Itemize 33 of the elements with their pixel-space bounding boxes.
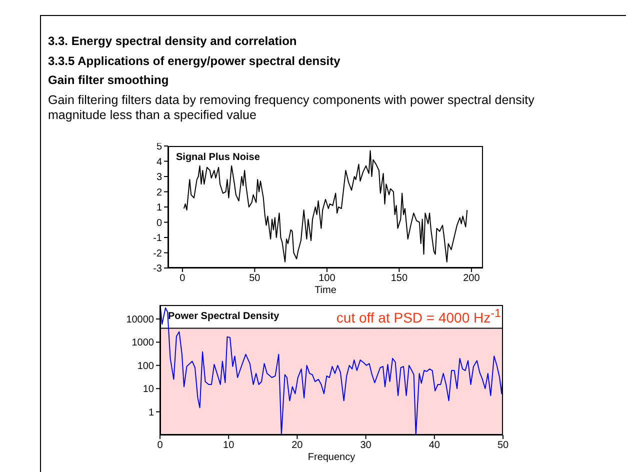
- y-tick-label: 10: [142, 384, 154, 396]
- text: Signal Plus Noise: [176, 152, 260, 163]
- x-tick-label: 10: [223, 440, 235, 452]
- x-tick-label: 50: [249, 273, 261, 284]
- x-axis-title: Time: [314, 285, 337, 296]
- text: Gain filtering filters data by removing frequency components with power spectral density magnitude less than a specified value: [48, 93, 536, 123]
- y-tick-label: 1000: [132, 338, 154, 349]
- y-tick-label: 100: [137, 360, 154, 372]
- y-tick-label: 10000: [126, 314, 154, 326]
- y-tick-label: -1: [153, 233, 162, 244]
- text: 3.3.5 Applications of energy/power spectral density: [48, 54, 340, 69]
- y-tick-label: 4: [156, 156, 162, 168]
- x-tick-label: 150: [390, 273, 408, 284]
- y-tick-label: -2: [153, 248, 162, 260]
- y-tick-label: 0: [156, 218, 162, 229]
- x-tick-label: 100: [318, 273, 336, 284]
- y-tick-label: -3: [153, 264, 162, 275]
- x-axis-title: Frequency: [308, 452, 356, 463]
- y-tick-label: 1: [156, 202, 162, 214]
- text: Power Spectral Density: [168, 311, 280, 322]
- y-tick-label: 5: [156, 142, 162, 153]
- x-tick-label: 30: [360, 440, 372, 452]
- y-tick-label: 3: [156, 172, 162, 184]
- x-tick-label: 200: [463, 273, 480, 284]
- band-label: cut off at PSD = 4000 Hz$^{-1}$: [336, 307, 501, 326]
- text: 3.3. Energy spectral density and correlation: [48, 34, 297, 49]
- text: Gain filter smoothing: [48, 73, 169, 88]
- y-tick-label: 1: [148, 407, 154, 418]
- x-tick-label: 20: [292, 440, 304, 452]
- x-tick-label: 40: [428, 440, 440, 452]
- y-tick-label: 2: [156, 187, 162, 198]
- x-tick-label: 50: [497, 440, 509, 452]
- x-tick-label: 0: [180, 273, 186, 284]
